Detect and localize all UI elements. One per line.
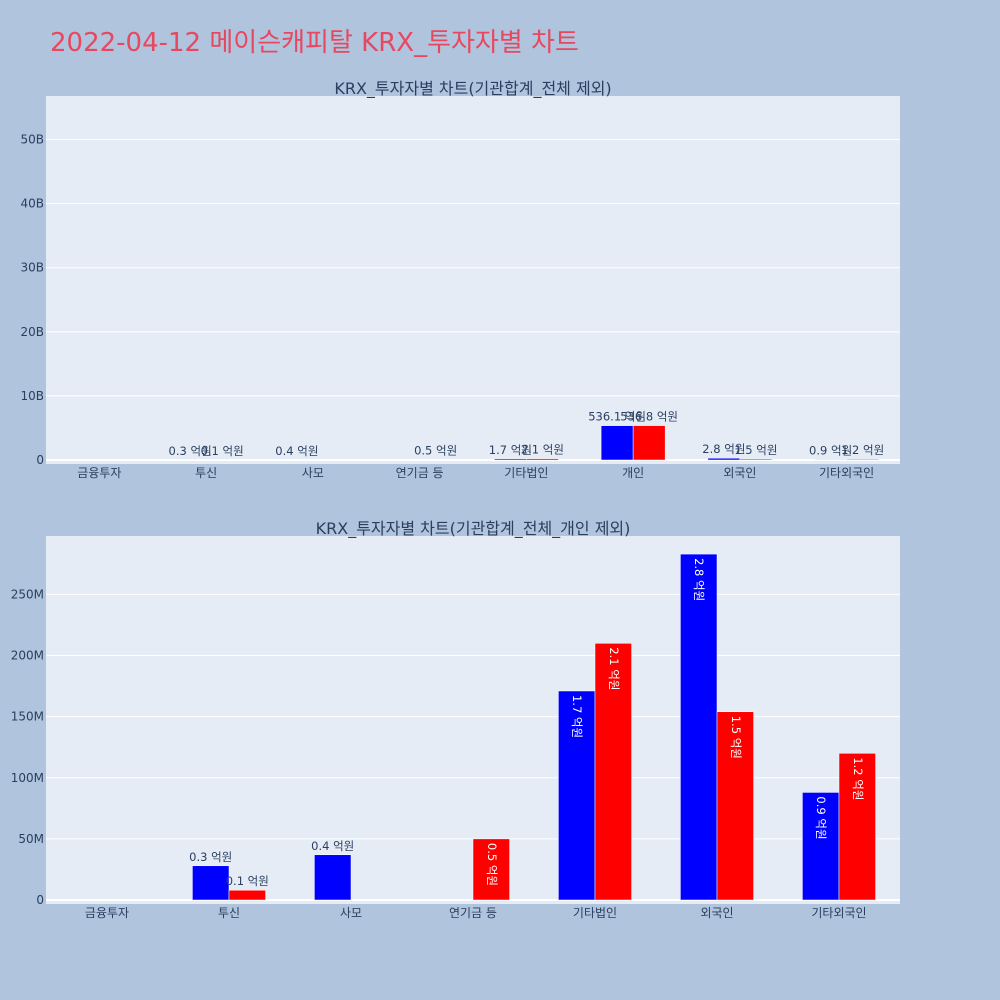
data-label: 1.5 억원 xyxy=(734,443,777,457)
data-label: 0.3 억원 xyxy=(169,444,212,458)
data-label: 2.1 억원 xyxy=(521,443,564,457)
data-label: 0.4 억원 xyxy=(275,444,318,458)
y-tick-label: 0 xyxy=(36,893,44,907)
x-tick-label: 연기금 등 xyxy=(449,906,497,920)
x-tick-label: 사모 xyxy=(302,466,324,480)
data-label: 2.8 억원 xyxy=(702,442,745,456)
data-label: 1.7 억원 xyxy=(489,443,532,457)
bar xyxy=(526,458,559,461)
data-label: 0.1 억원 xyxy=(226,874,269,888)
data-label: 2.8 억원 xyxy=(692,558,706,601)
bar xyxy=(716,711,754,901)
data-label: 536.8 억원 xyxy=(620,410,678,424)
y-tick-label: 0 xyxy=(36,453,44,467)
x-tick-label: 투신 xyxy=(195,466,217,480)
plot-area xyxy=(46,96,900,464)
data-label: 0.5 억원 xyxy=(414,444,457,458)
data-label: 0.3 억원 xyxy=(189,850,232,864)
chart-2: 0 50M 100M 150M 200M 250M KRX_투자자별 차트(기관합계_전체_… xyxy=(11,519,900,920)
y-tick-label: 30B xyxy=(20,261,44,275)
y-tick-label: 10B xyxy=(20,389,44,403)
data-label: 1.7 억원 xyxy=(570,695,584,738)
x-tick-label: 사모 xyxy=(340,906,362,920)
bar xyxy=(594,643,632,901)
y-tick-label: 200M xyxy=(11,649,44,663)
data-label: 0.9 억원 xyxy=(809,443,852,457)
data-label: 0.5 억원 xyxy=(485,843,499,886)
x-tick-label: 개인 xyxy=(622,466,644,480)
bar xyxy=(472,838,510,901)
x-tick-label: 금융투자 xyxy=(77,466,121,480)
x-tick-label: 기타외국인 xyxy=(811,906,866,920)
bar xyxy=(802,792,840,901)
chart-title: KRX_투자자별 차트(기관합계_전체_개인 제외) xyxy=(316,519,631,539)
y-tick-label: 20B xyxy=(20,325,44,339)
data-label: 0.4 억원 xyxy=(311,839,354,853)
y-tick-label: 150M xyxy=(11,710,44,724)
data-label: 0.1 억원 xyxy=(201,444,244,458)
y-tick-label: 250M xyxy=(11,587,44,601)
y-tick-label: 40B xyxy=(20,197,44,211)
x-tick-label: 연기금 등 xyxy=(396,466,444,480)
x-tick-label: 기타외국인 xyxy=(819,466,874,480)
bar xyxy=(494,458,527,461)
bar xyxy=(632,425,666,461)
bar xyxy=(814,459,847,461)
bar xyxy=(707,457,741,461)
bar xyxy=(192,865,230,901)
data-label: 1.5 억원 xyxy=(729,716,743,759)
chart-1: 0 10B 20B 30B 40B 50B KRX_투자자별 차트(기관합계_전체 제외) 금… xyxy=(20,79,900,480)
bar xyxy=(228,889,266,901)
data-label: 1.2 억원 xyxy=(841,443,884,457)
bar xyxy=(838,753,876,901)
chart-title: KRX_투자자별 차트(기관합계_전체 제외) xyxy=(334,79,611,99)
x-tick-label: 금융투자 xyxy=(85,906,129,920)
y-tick-label: 100M xyxy=(11,771,44,785)
y-tick-label: 50B xyxy=(20,133,44,147)
data-label: 536.1 억원 xyxy=(588,410,646,424)
data-label: 0.9 억원 xyxy=(814,796,828,839)
x-tick-label: 외국인 xyxy=(723,466,756,480)
data-label: 1.2 억원 xyxy=(851,757,865,800)
x-tick-label: 외국인 xyxy=(700,906,733,920)
x-tick-label: 기타법인 xyxy=(573,906,617,920)
bar xyxy=(739,458,773,461)
bar xyxy=(846,458,879,461)
bar xyxy=(600,425,634,461)
y-tick-label: 50M xyxy=(18,832,44,846)
bar xyxy=(314,854,352,901)
x-tick-label: 기타법인 xyxy=(504,466,548,480)
x-tick-label: 투신 xyxy=(218,906,240,920)
data-label: 2.1 억원 xyxy=(607,647,621,690)
bar xyxy=(680,553,718,901)
bar xyxy=(558,690,596,901)
page-title: 2022-04-12 메이슨캐피탈 KRX_투자자별 차트 xyxy=(50,28,579,58)
